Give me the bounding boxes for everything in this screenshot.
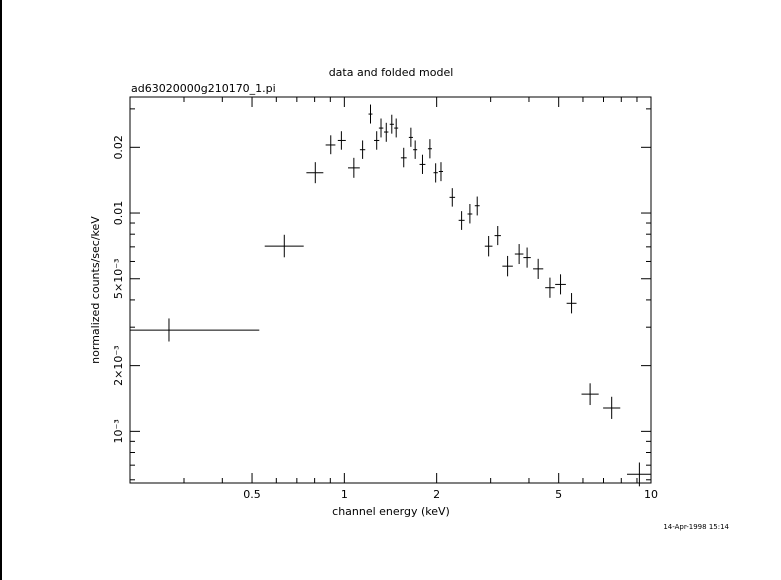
- data-point: [474, 196, 480, 216]
- data-point: [384, 122, 389, 142]
- axis-ticks: [129, 97, 652, 483]
- data-point: [378, 118, 384, 138]
- x-tick-label: 5: [555, 488, 562, 501]
- data-point: [514, 244, 524, 265]
- data-point: [566, 293, 577, 314]
- y-axis-label: normalized counts/sec/keV: [89, 216, 102, 364]
- data-point: [449, 188, 456, 207]
- data-point: [264, 234, 304, 258]
- data-point: [458, 211, 465, 230]
- y-tick-label: 5×10⁻³: [112, 259, 125, 299]
- x-tick-label: 10: [644, 488, 658, 501]
- data-point: [627, 462, 651, 487]
- data-point: [494, 226, 501, 246]
- data-point: [533, 258, 544, 279]
- y-tick-label: 0.02: [112, 135, 125, 160]
- x-tick-label: 1: [341, 488, 348, 501]
- x-axis-label: channel energy (keV): [332, 505, 450, 518]
- window-left-border: [0, 0, 2, 580]
- axis-tick-labels: 0.5 1 2 5 10 10⁻³ 2×10⁻³ 5×10⁻³ 0.01 0.02: [112, 135, 658, 501]
- y-tick-label: 2×10⁻³: [112, 345, 125, 385]
- data-point: [389, 114, 394, 134]
- data-point: [467, 203, 473, 224]
- data-point: [502, 255, 513, 277]
- data-point: [419, 154, 426, 174]
- plot-timestamp: 14-Apr-1998 15:14: [663, 523, 729, 531]
- x-tick-label: 2: [433, 488, 440, 501]
- x-tick-label: 0.5: [243, 488, 261, 501]
- data-point: [368, 104, 373, 124]
- data-point: [555, 274, 566, 295]
- data-point: [545, 277, 555, 298]
- data-point: [581, 383, 599, 406]
- data-point: [603, 396, 621, 419]
- y-tick-label: 10⁻³: [112, 419, 125, 443]
- data-point: [433, 163, 438, 183]
- chart-subtitle: ad63020000g210170_1.pi: [131, 82, 276, 95]
- data-point: [359, 140, 366, 159]
- data-point: [400, 147, 407, 168]
- data-point: [306, 162, 324, 184]
- data-point: [484, 235, 493, 257]
- data-point: [413, 140, 418, 159]
- y-tick-label: 0.01: [112, 201, 125, 226]
- data-point: [325, 135, 336, 155]
- data-points: [130, 104, 651, 487]
- chart-title: data and folded model: [329, 66, 454, 79]
- data-point: [348, 157, 360, 178]
- data-point: [427, 139, 432, 159]
- data-point: [408, 127, 413, 147]
- data-point: [374, 131, 380, 150]
- data-point: [394, 118, 399, 138]
- data-point: [523, 247, 531, 268]
- data-point: [130, 318, 260, 342]
- plot-frame: [129, 96, 652, 484]
- data-point: [337, 131, 346, 150]
- data-point: [438, 162, 444, 182]
